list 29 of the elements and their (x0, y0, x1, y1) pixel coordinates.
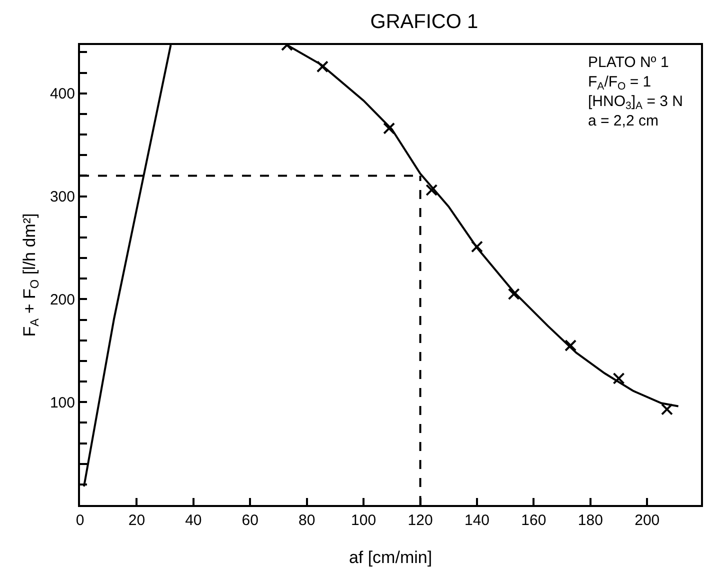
x-tick-label: 200 (634, 512, 660, 529)
y-tick-label: 100 (50, 394, 75, 412)
x-tick-label: 0 (76, 512, 84, 529)
annotation: PLATO Nº 1 (588, 54, 669, 71)
point (426, 184, 438, 196)
x-axis-title: af [cm/min] (348, 548, 432, 567)
chart-title: GRAFICO 1 (370, 11, 478, 34)
point (612, 372, 625, 384)
x-tick-label: 100 (351, 512, 376, 529)
point (383, 122, 396, 134)
point (470, 240, 483, 253)
x-tick-label: 180 (578, 512, 603, 529)
x-tick-label: 40 (185, 512, 202, 529)
annotation: [HNO$_{3}$]$_{A}$ = 3 N (588, 93, 683, 112)
x-tick-label: 120 (408, 512, 433, 529)
x-tick-label: 140 (464, 512, 490, 529)
y-tick-label: 300 (50, 188, 75, 206)
y-tick-label: 400 (50, 86, 75, 103)
annotation: F$_{A}$/F$_{O}$ = 1 (588, 74, 652, 93)
point (508, 288, 520, 300)
x-tick-label: 20 (128, 512, 146, 529)
point (316, 60, 328, 73)
point (660, 403, 673, 416)
annotation: a = 2,2 cm (588, 112, 658, 130)
point (564, 339, 577, 352)
x-tick-label: 160 (521, 512, 546, 529)
x-tick-label: 60 (242, 512, 258, 529)
y-tick-label: 200 (50, 291, 75, 308)
x-tick-label: 80 (298, 512, 316, 529)
